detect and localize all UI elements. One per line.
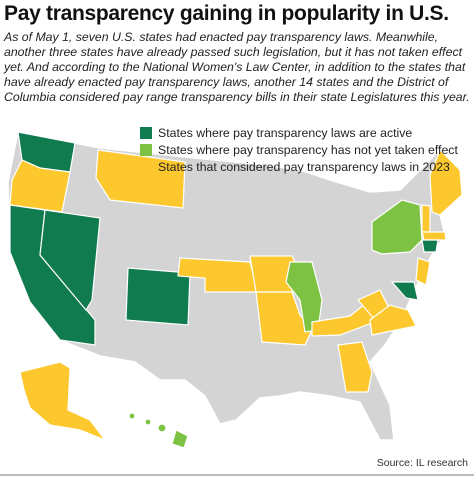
legend-swatch <box>140 160 152 173</box>
legend-swatch <box>140 143 152 156</box>
states <box>9 131 463 449</box>
state <box>421 231 447 241</box>
state <box>128 412 136 420</box>
state <box>171 429 189 449</box>
state <box>371 199 423 255</box>
state <box>369 304 417 336</box>
intro: As of May 1, seven U.S. states had enact… <box>4 30 470 104</box>
legend-item: States where pay transparency laws are a… <box>140 124 458 141</box>
state <box>95 149 186 209</box>
legend: States where pay transparency laws are a… <box>140 124 458 175</box>
state <box>125 267 191 326</box>
state <box>421 204 431 233</box>
legend-item: States where pay transparency has not ye… <box>140 141 458 158</box>
legend-label: States where pay transparency has not ye… <box>158 142 458 157</box>
legend-swatch <box>140 126 152 139</box>
state <box>177 257 259 293</box>
legend-label: States that considered pay transparency … <box>158 159 450 174</box>
state <box>157 423 167 433</box>
rule <box>0 474 474 476</box>
legend-item: States that considered pay transparency … <box>140 158 458 175</box>
state <box>337 341 373 393</box>
source: Source: IL research <box>376 457 468 469</box>
state <box>415 257 431 286</box>
title: Pay transparency gaining in popularity i… <box>4 2 449 25</box>
state <box>39 209 101 312</box>
state <box>429 148 463 216</box>
state <box>144 418 152 426</box>
state <box>390 281 419 301</box>
hawaii <box>128 412 189 449</box>
legend-label: States where pay transparency laws are a… <box>158 125 413 140</box>
state <box>421 239 439 253</box>
state <box>19 361 107 442</box>
